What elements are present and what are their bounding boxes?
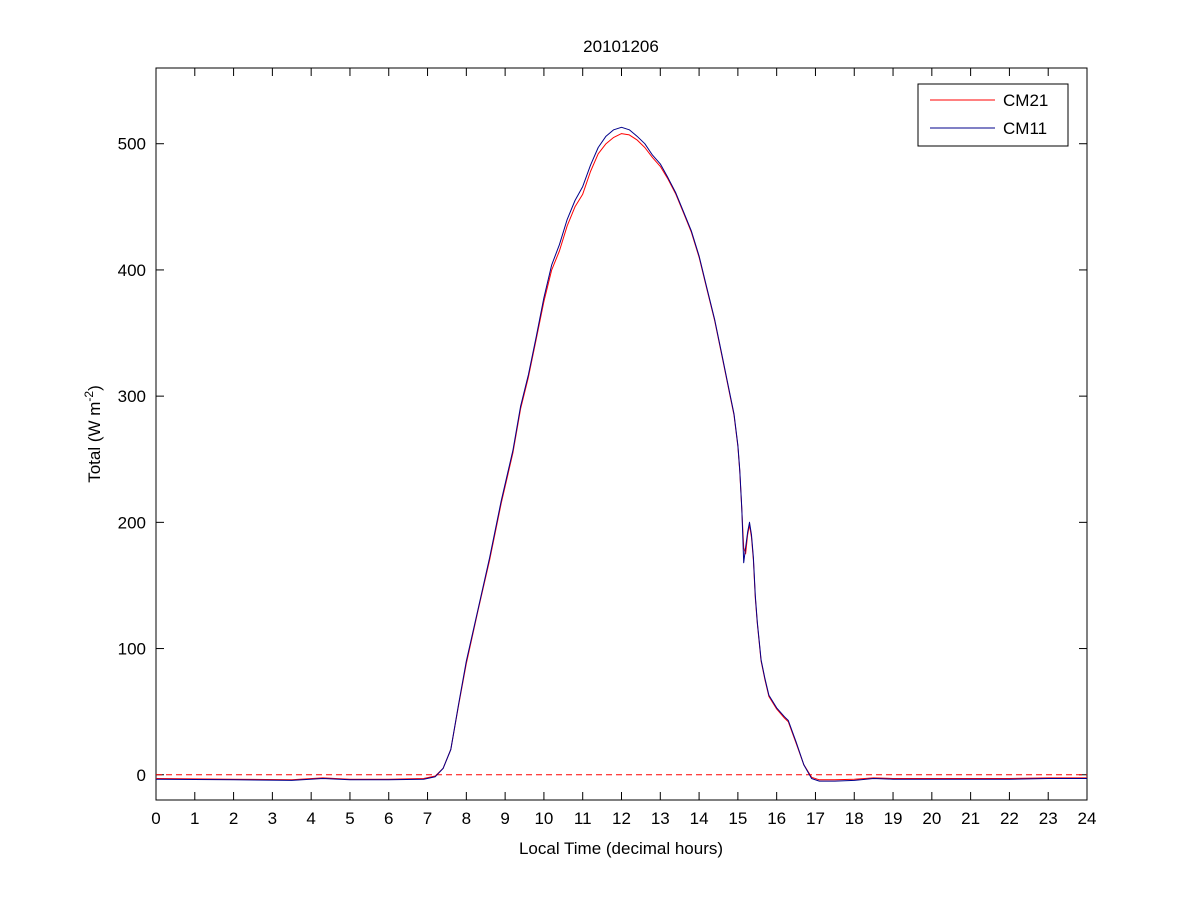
x-tick-label: 9 bbox=[500, 809, 509, 828]
y-tick-label: 0 bbox=[137, 766, 146, 785]
x-tick-label: 20 bbox=[922, 809, 941, 828]
y-tick-label: 100 bbox=[118, 640, 146, 659]
x-tick-label: 7 bbox=[423, 809, 432, 828]
chart-title: 20101206 bbox=[583, 37, 659, 56]
x-tick-label: 18 bbox=[845, 809, 864, 828]
legend-label-cm21: CM21 bbox=[1003, 91, 1048, 110]
x-axis-label: Local Time (decimal hours) bbox=[519, 839, 723, 858]
series-line-cm11 bbox=[155, 126, 1087, 782]
x-tick-label: 2 bbox=[229, 809, 238, 828]
x-tick-label: 17 bbox=[806, 809, 825, 828]
x-tick-label: 16 bbox=[767, 809, 786, 828]
x-tick-label: 24 bbox=[1078, 809, 1097, 828]
y-tick-label: 200 bbox=[118, 513, 146, 532]
x-tick-label: 10 bbox=[534, 809, 553, 828]
x-tick-label: 6 bbox=[384, 809, 393, 828]
x-tick-label: 0 bbox=[151, 809, 160, 828]
y-axis-label-main: Total (W m bbox=[85, 402, 104, 483]
x-tick-label: 13 bbox=[651, 809, 670, 828]
x-tick-label: 14 bbox=[690, 809, 709, 828]
x-tick-label: 12 bbox=[612, 809, 631, 828]
legend: CM21 CM11 bbox=[917, 83, 1069, 147]
x-tick-label: 4 bbox=[306, 809, 315, 828]
legend-label-cm11: CM11 bbox=[1003, 119, 1047, 138]
x-tick-label: 5 bbox=[345, 809, 354, 828]
y-axis-label-close: ) bbox=[85, 385, 104, 391]
x-tick-label: 19 bbox=[884, 809, 903, 828]
x-tick-label: 15 bbox=[728, 809, 747, 828]
legend-box bbox=[917, 83, 1069, 147]
y-axis-label-superscript: -2 bbox=[82, 391, 96, 402]
x-tick-label: 23 bbox=[1039, 809, 1058, 828]
plot-area: 0 1 2 3 4 5 6 7 8 9 10 11 12 13 14 15 16 17 18 19 20 21 22 23 24… bbox=[118, 67, 1097, 828]
x-tick-label: 22 bbox=[1000, 809, 1019, 828]
y-tick-label: 400 bbox=[118, 261, 146, 280]
x-tick-label: 1 bbox=[190, 809, 199, 828]
x-tick-label: 11 bbox=[574, 809, 592, 828]
y-tick-label: 500 bbox=[118, 135, 146, 154]
x-tick-label: 21 bbox=[961, 809, 980, 828]
x-tick-label: 3 bbox=[268, 809, 277, 828]
y-axis-label: Total (W m-2) bbox=[82, 385, 104, 483]
x-tick-label: 8 bbox=[462, 809, 471, 828]
y-tick-label: 300 bbox=[118, 387, 146, 406]
